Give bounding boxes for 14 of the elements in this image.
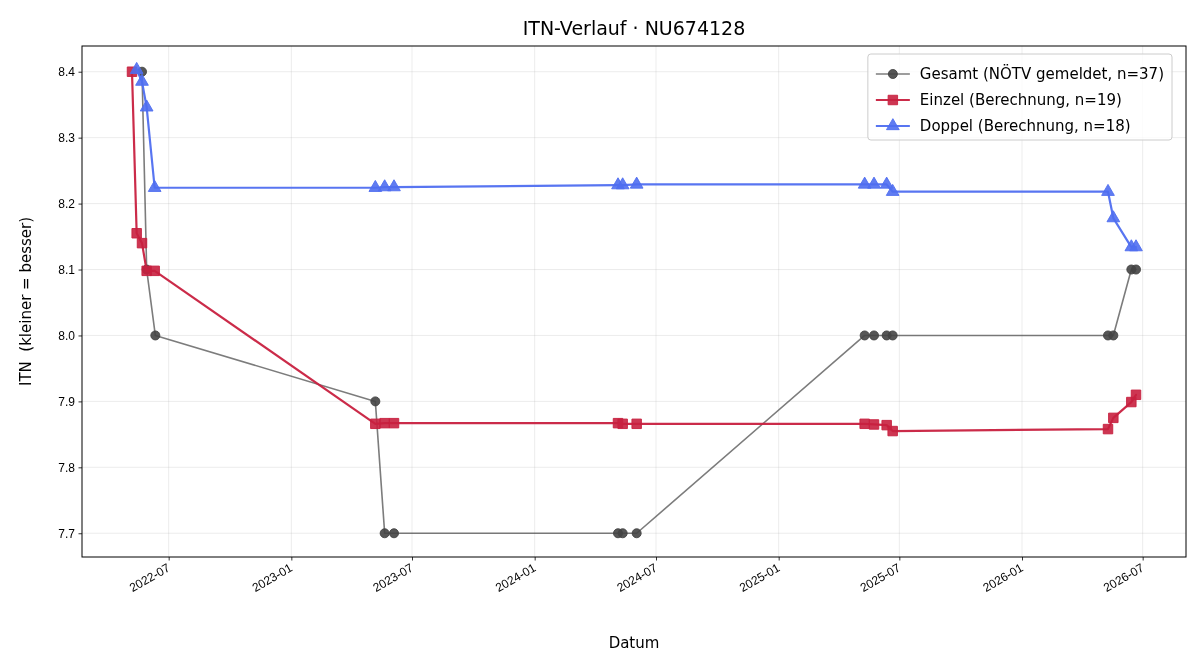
chart-title: ITN-Verlauf · NU674128 (522, 17, 746, 39)
y-tick-label: 8.2 (58, 196, 76, 211)
y-tick-label: 7.7 (58, 526, 76, 541)
y-tick-label: 8.3 (58, 130, 76, 145)
y-tick-label: 8.1 (58, 262, 76, 277)
y-tick-label: 7.8 (58, 460, 76, 475)
y-axis-title: ITN (kleiner = besser) (17, 216, 35, 387)
y-tick-label: 8.4 (58, 65, 76, 80)
legend-label: Einzel (Berechnung, n=19) (919, 91, 1122, 110)
y-tick-label: 8.0 (58, 328, 76, 343)
x-axis-title: Datum (608, 634, 660, 652)
legend-label: Gesamt (NÖTV gemeldet, n=37) (919, 64, 1164, 84)
legend-label: Doppel (Berechnung, n=18) (919, 117, 1131, 136)
y-tick-label: 7.9 (58, 394, 76, 409)
